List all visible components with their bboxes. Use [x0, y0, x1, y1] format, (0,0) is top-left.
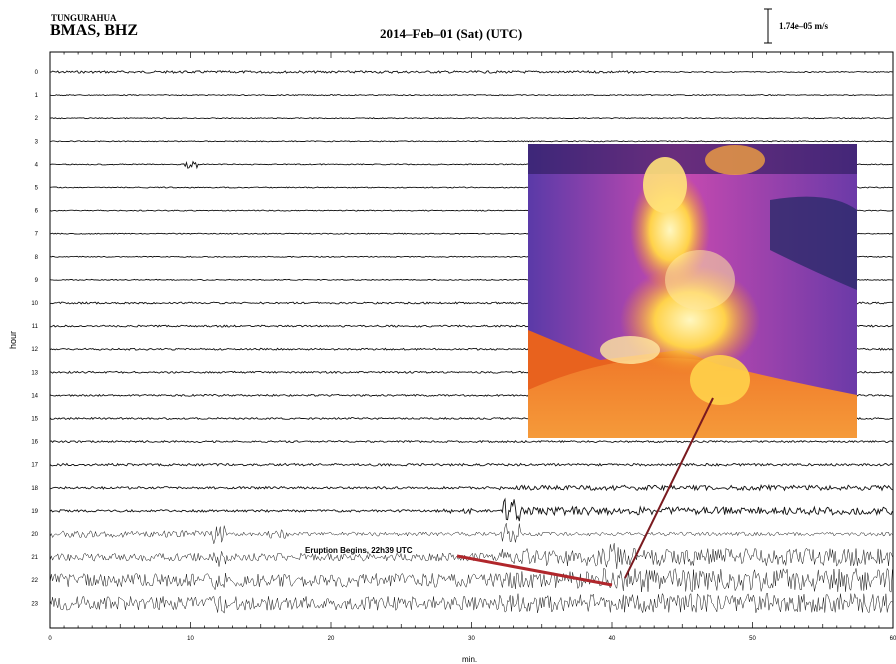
y-tick-label: 21 [31, 555, 38, 561]
trace-hour-18 [49, 483, 893, 492]
y-tick-label: 19 [31, 509, 38, 515]
bottom-minute-ticks [49, 622, 894, 628]
y-tick-label: 11 [32, 324, 39, 330]
x-axis-label: min. [462, 655, 478, 664]
trace-hour-16 [49, 439, 893, 444]
y-tick-label: 0 [35, 70, 39, 76]
station-code: BMAS, BHZ [50, 22, 139, 39]
volcano-name: TUNGURAHUA [51, 13, 117, 23]
trace-hour-22 [49, 567, 893, 593]
y-tick-label: 8 [35, 255, 39, 261]
trace-hour-17 [49, 462, 893, 467]
trace-hour-20 [49, 523, 893, 544]
trace-hour-23 [49, 592, 893, 614]
x-tick-label: 60 [890, 636, 896, 642]
trace-hour-3 [49, 140, 893, 143]
chart-title: 2014–Feb–01 (Sat) (UTC) [380, 26, 523, 41]
y-tick-label: 12 [31, 347, 38, 353]
y-tick-label: 13 [31, 370, 38, 376]
x-tick-label: 50 [749, 636, 756, 642]
y-tick-label: 10 [31, 301, 38, 307]
y-tick-label: 16 [31, 440, 38, 446]
y-tick-label: 6 [35, 209, 39, 215]
scale-bar-label: 1.74e–05 m/s [779, 21, 828, 31]
y-tick-label: 5 [35, 186, 39, 192]
y-tick-label: 18 [31, 486, 38, 492]
y-tick-label: 4 [35, 162, 39, 168]
trace-hour-1 [49, 94, 893, 97]
y-tick-label: 1 [35, 93, 39, 99]
y-tick-label: 2 [35, 116, 39, 122]
y-tick-label: 20 [31, 532, 38, 538]
trace-hour-21 [49, 543, 893, 569]
x-tick-label: 40 [609, 636, 616, 642]
annotation-arrows [456, 397, 714, 587]
y-tick-label: 9 [35, 278, 39, 284]
x-tick-label: 20 [328, 636, 335, 642]
y-tick-label: 3 [35, 139, 39, 145]
x-tick-label: 30 [468, 636, 475, 642]
x-tick-labels: 0 10 20 30 40 50 60 [48, 636, 896, 642]
trace-hour-19 [49, 497, 893, 522]
y-tick-label: 23 [31, 601, 38, 607]
eruption-photo [528, 144, 857, 438]
y-tick-label: 22 [31, 578, 38, 584]
x-tick-label: 10 [187, 636, 194, 642]
y-tick-label: 15 [31, 417, 38, 423]
scale-bar [764, 8, 772, 44]
trace-hour-2 [49, 117, 893, 120]
y-tick-label: 14 [31, 393, 38, 399]
eruption-annotation: Eruption Begins, 22h39 UTC [305, 546, 413, 555]
x-tick-label: 0 [48, 636, 52, 642]
trace-hour-0 [49, 70, 893, 74]
y-tick-label: 17 [31, 463, 38, 469]
y-tick-label: 7 [35, 232, 39, 238]
top-minute-ticks [49, 52, 894, 58]
